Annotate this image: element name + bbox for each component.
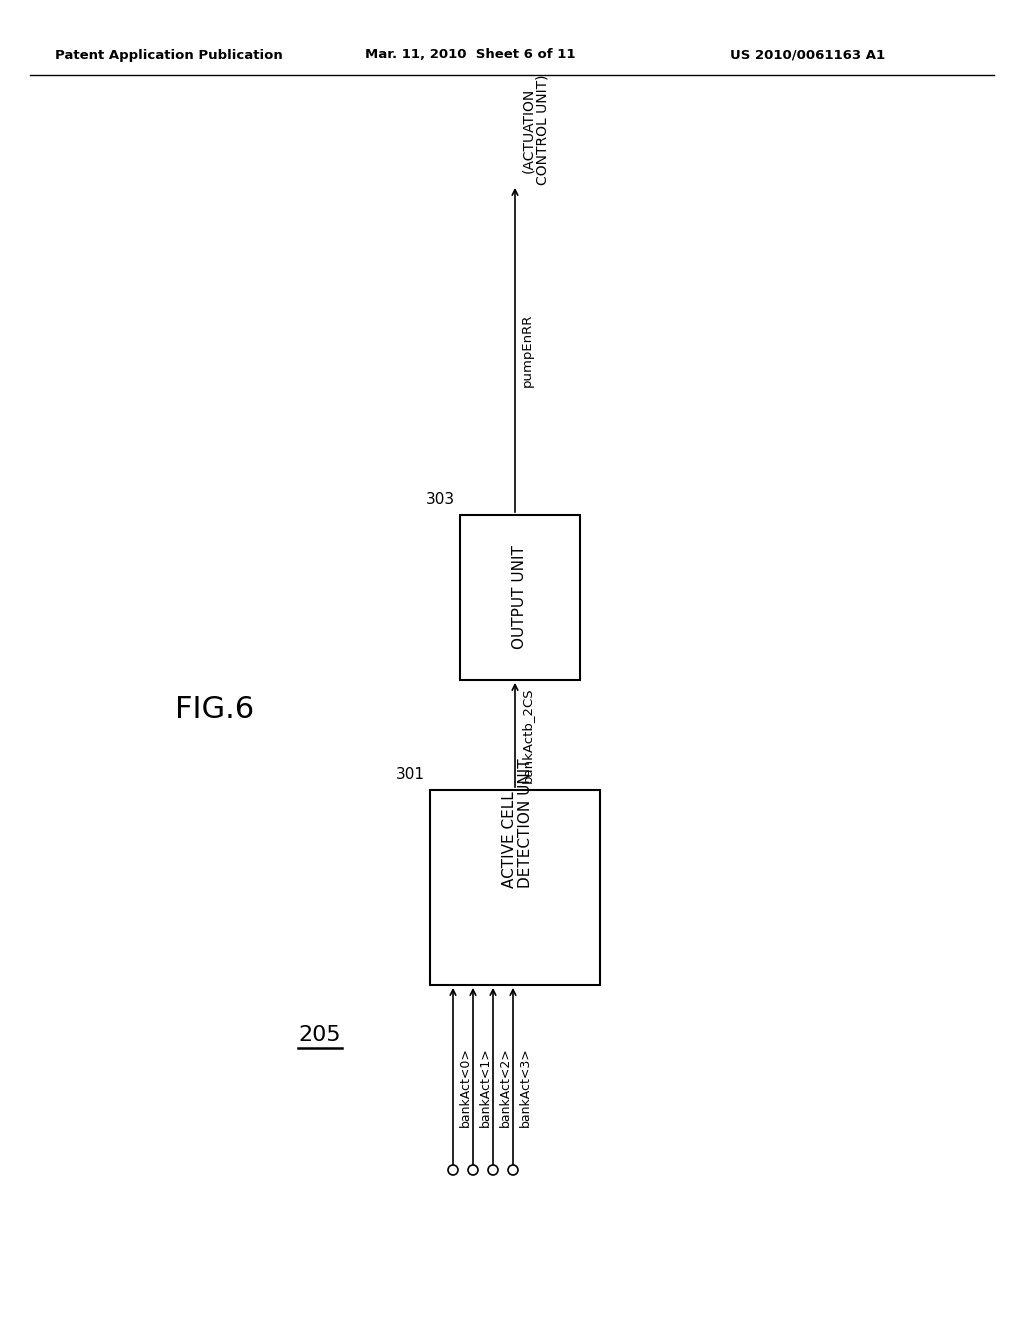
- Text: bankAct<3>: bankAct<3>: [519, 1048, 532, 1127]
- Text: DETECTION UNIT: DETECTION UNIT: [517, 758, 532, 887]
- Text: pumpEnRR: pumpEnRR: [521, 313, 534, 387]
- Text: Mar. 11, 2010  Sheet 6 of 11: Mar. 11, 2010 Sheet 6 of 11: [365, 49, 575, 62]
- Text: 301: 301: [396, 767, 425, 781]
- Bar: [430, 789, 600, 985]
- Circle shape: [508, 1166, 518, 1175]
- Text: bankActb_2CS: bankActb_2CS: [521, 688, 534, 783]
- Text: OUTPUT UNIT: OUTPUT UNIT: [512, 545, 527, 649]
- Text: (ACTUATION: (ACTUATION: [521, 87, 535, 173]
- Text: FIG.6: FIG.6: [175, 696, 254, 725]
- Text: CONTROL UNIT): CONTROL UNIT): [535, 75, 549, 185]
- Text: 205: 205: [298, 1026, 341, 1045]
- Circle shape: [468, 1166, 478, 1175]
- Text: bankAct<1>: bankAct<1>: [479, 1048, 492, 1127]
- Text: 303: 303: [426, 492, 455, 507]
- Text: bankAct<0>: bankAct<0>: [459, 1048, 472, 1127]
- Circle shape: [488, 1166, 498, 1175]
- Text: Patent Application Publication: Patent Application Publication: [55, 49, 283, 62]
- Circle shape: [449, 1166, 458, 1175]
- Text: ACTIVE CELL: ACTIVE CELL: [503, 791, 517, 887]
- Text: bankAct<2>: bankAct<2>: [499, 1048, 512, 1127]
- Bar: [460, 515, 580, 680]
- Text: US 2010/0061163 A1: US 2010/0061163 A1: [730, 49, 885, 62]
